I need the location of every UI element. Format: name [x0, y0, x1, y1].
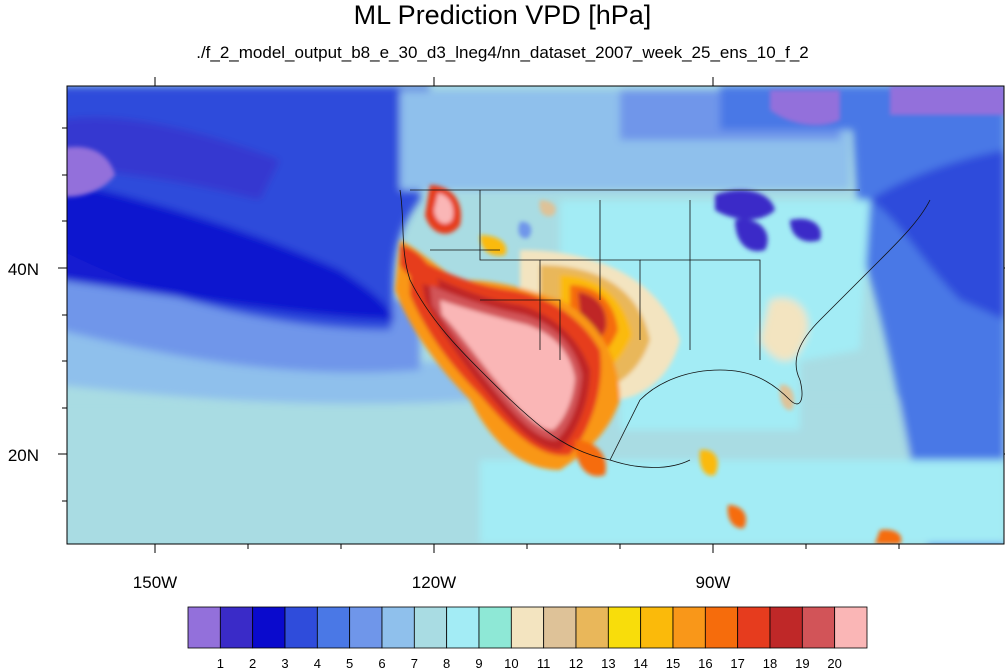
- colorbar-label-1: 1: [217, 656, 224, 671]
- colorbar-swatch-7: [413, 606, 448, 649]
- colorbar-swatch-19: [801, 606, 836, 649]
- lon-label-120w: 120W: [412, 573, 456, 592]
- colorbar-label-15: 15: [666, 656, 680, 671]
- colorbar-label-12: 12: [569, 656, 583, 671]
- colorbar: 1 2 3 4 5 6 7 8 9 10 11 12 13 14 15 16 17 18 19 20: [187, 606, 868, 671]
- lon-label-150w: 150W: [133, 573, 177, 592]
- lon-label-90w: 90W: [696, 573, 731, 592]
- colorbar-swatch-16: [704, 606, 739, 649]
- lat-label-20n: 20N: [8, 446, 39, 465]
- colorbar-swatch-0: [187, 606, 221, 649]
- lat-label-40n: 40N: [8, 260, 39, 279]
- colorbar-swatch-2: [252, 606, 286, 649]
- colorbar-swatch-12: [575, 606, 609, 649]
- colorbar-swatch-10: [510, 606, 545, 649]
- colorbar-label-7: 7: [411, 656, 418, 671]
- colorbar-swatch-15: [672, 606, 706, 649]
- colorbar-label-8: 8: [443, 656, 450, 671]
- map-subtitle: ./f_2_model_output_b8_e_30_d3_lneg4/nn_d…: [196, 43, 809, 62]
- colorbar-swatch-5: [349, 606, 383, 649]
- colorbar-swatch-20: [834, 606, 868, 649]
- colorbar-swatch-13: [607, 606, 642, 649]
- vpd-field: [67, 86, 1004, 544]
- colorbar-swatch-17: [737, 606, 771, 649]
- colorbar-swatch-18: [769, 606, 803, 649]
- boundaries: [399, 189, 931, 468]
- colorbar-label-20: 20: [827, 656, 841, 671]
- colorbar-swatch-8: [446, 606, 480, 649]
- colorbar-label-17: 17: [730, 656, 744, 671]
- colorbar-swatch-11: [543, 606, 577, 649]
- map-title: ML Prediction VPD [hPa]: [353, 0, 652, 30]
- colorbar-swatch-1: [219, 606, 254, 649]
- colorbar-label-14: 14: [633, 656, 647, 671]
- colorbar-swatch-4: [316, 606, 351, 649]
- colorbar-label-3: 3: [281, 656, 288, 671]
- colorbar-label-10: 10: [504, 656, 518, 671]
- colorbar-label-5: 5: [346, 656, 353, 671]
- colorbar-label-16: 16: [698, 656, 712, 671]
- colorbar-label-2: 2: [249, 656, 256, 671]
- colorbar-label-6: 6: [378, 656, 385, 671]
- colorbar-swatch-3: [284, 606, 318, 649]
- colorbar-swatch-9: [478, 606, 512, 649]
- colorbar-label-19: 19: [795, 656, 809, 671]
- colorbar-label-11: 11: [537, 656, 551, 671]
- colorbar-label-13: 13: [601, 656, 615, 671]
- colorbar-label-4: 4: [314, 656, 321, 671]
- colorbar-swatch-6: [381, 606, 415, 649]
- colorbar-label-9: 9: [475, 656, 482, 671]
- colorbar-label-18: 18: [763, 656, 777, 671]
- colorbar-swatch-14: [640, 606, 674, 649]
